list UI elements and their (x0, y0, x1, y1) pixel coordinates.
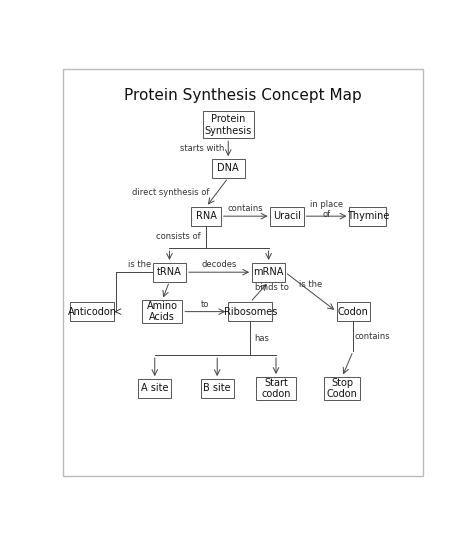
Text: decodes: decodes (201, 260, 237, 269)
Text: Ribosomes: Ribosomes (224, 307, 277, 316)
Text: contains: contains (228, 204, 264, 213)
Text: Uracil: Uracil (273, 211, 301, 221)
FancyBboxPatch shape (202, 112, 254, 139)
Text: starts with: starts with (180, 144, 225, 153)
FancyBboxPatch shape (70, 302, 114, 321)
FancyBboxPatch shape (324, 377, 360, 400)
Text: is the: is the (128, 260, 151, 269)
Text: B site: B site (203, 383, 231, 393)
Text: RNA: RNA (196, 211, 217, 221)
Text: to: to (201, 300, 210, 309)
Text: Stop
Codon: Stop Codon (327, 378, 357, 399)
Text: is the: is the (299, 280, 322, 289)
Text: Anticodon: Anticodon (68, 307, 117, 316)
FancyBboxPatch shape (349, 207, 386, 225)
Text: Amino
Acids: Amino Acids (146, 301, 178, 322)
Text: DNA: DNA (218, 163, 239, 174)
Text: Thymine: Thymine (346, 211, 389, 221)
FancyBboxPatch shape (271, 207, 303, 225)
Text: tRNA: tRNA (157, 267, 182, 277)
Text: mRNA: mRNA (254, 267, 284, 277)
Text: Protein
Synthesis: Protein Synthesis (205, 114, 252, 136)
Text: binds to: binds to (255, 284, 289, 292)
Text: in place
of: in place of (310, 200, 343, 219)
Text: Codon: Codon (337, 307, 369, 316)
FancyBboxPatch shape (142, 300, 182, 323)
Text: consists of: consists of (156, 232, 201, 241)
FancyBboxPatch shape (212, 159, 245, 178)
FancyBboxPatch shape (153, 263, 186, 281)
FancyBboxPatch shape (138, 379, 171, 398)
Text: A site: A site (141, 383, 169, 393)
Text: contains: contains (355, 331, 391, 341)
FancyBboxPatch shape (201, 379, 234, 398)
FancyBboxPatch shape (252, 263, 285, 281)
Text: direct synthesis of: direct synthesis of (133, 188, 210, 197)
Text: Protein Synthesis Concept Map: Protein Synthesis Concept Map (124, 87, 362, 102)
Text: Start
codon: Start codon (261, 378, 291, 399)
FancyBboxPatch shape (256, 377, 296, 400)
FancyBboxPatch shape (228, 302, 272, 321)
FancyBboxPatch shape (337, 302, 370, 321)
Text: has: has (254, 334, 269, 343)
FancyBboxPatch shape (191, 207, 221, 225)
